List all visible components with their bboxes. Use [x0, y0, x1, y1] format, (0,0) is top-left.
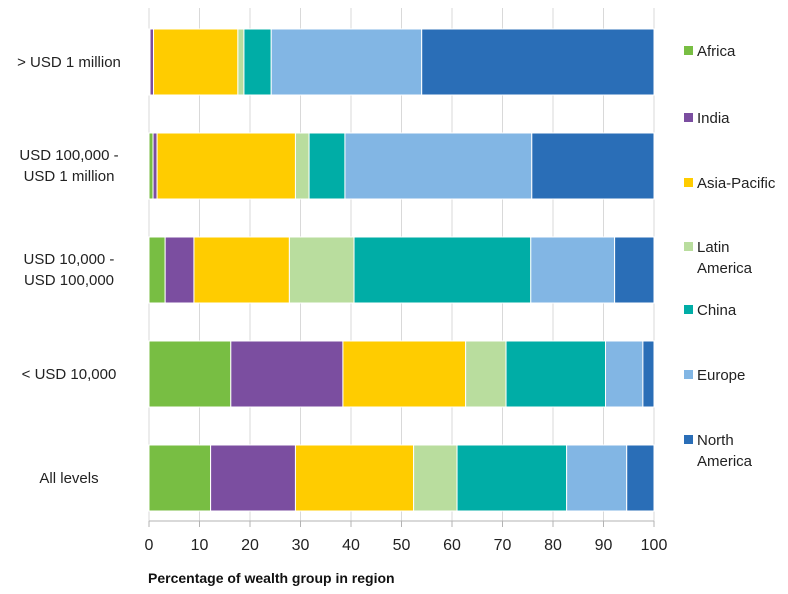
- bar-segment-latin-america: [288, 236, 355, 304]
- bar-segment-asia-pacific: [342, 340, 467, 408]
- bar-segment-china: [353, 236, 532, 304]
- bar-segment-europe: [270, 28, 423, 96]
- legend-swatch: [684, 46, 693, 55]
- category-label: USD 100,000 - USD 1 million: [0, 145, 138, 187]
- bar-segment-india: [149, 28, 155, 96]
- category-label-line: All levels: [39, 469, 99, 487]
- bar-segment-asia-pacific: [193, 236, 290, 304]
- x-tick-label: 30: [292, 537, 310, 554]
- x-tick-label: 0: [145, 537, 154, 554]
- legend-label-line: America: [697, 260, 753, 277]
- legend-swatch: [684, 113, 693, 122]
- category-label: > USD 1 million: [0, 52, 138, 73]
- legend-label: Europe: [697, 365, 783, 386]
- legend-label-line: India: [697, 110, 730, 127]
- bar-segment-latin-america: [294, 132, 310, 200]
- x-tick-label: 50: [393, 537, 411, 554]
- legend-label-line: Latin: [697, 239, 730, 256]
- category-label: < USD 10,000: [0, 364, 138, 385]
- bar-segment-india: [152, 132, 158, 200]
- legend-label-line: China: [697, 302, 737, 319]
- bar-segment-africa: [148, 132, 154, 200]
- bar-segment-latin-america: [237, 28, 245, 96]
- bar-segment-china: [456, 444, 568, 512]
- category-label-line: USD 100,000 -: [19, 147, 119, 164]
- bars: [148, 28, 655, 512]
- legend-label: North America: [697, 430, 783, 472]
- x-tick-label: 70: [494, 537, 512, 554]
- x-tick-label: 40: [342, 537, 360, 554]
- bar-segment-north-america: [614, 236, 655, 304]
- bar-segment-china: [308, 132, 346, 200]
- legend-swatch: [684, 305, 693, 314]
- legend-label-line: Africa: [697, 43, 736, 60]
- legend-label: Latin America: [697, 237, 783, 279]
- category-label: All levels: [0, 468, 138, 489]
- bar-segment-asia-pacific: [153, 28, 239, 96]
- bar-segment-china: [505, 340, 607, 408]
- bar-segment-north-america: [642, 340, 655, 408]
- legend-label: Africa: [697, 41, 783, 62]
- legend-label-line: America: [697, 453, 753, 470]
- category-label-line: < USD 10,000: [21, 365, 117, 383]
- legend-label: India: [697, 108, 783, 129]
- x-tick-label: 100: [641, 537, 668, 554]
- bar-segment-africa: [148, 236, 166, 304]
- category-label-line: USD 1 million: [23, 168, 115, 185]
- bar-segment-asia-pacific: [156, 132, 296, 200]
- legend-label-line: Europe: [697, 367, 746, 384]
- category-label-line: USD 10,000 -: [23, 251, 115, 268]
- bar-segment-latin-america: [413, 444, 458, 512]
- x-tick-label: 20: [241, 537, 259, 554]
- bar-segment-europe: [344, 132, 533, 200]
- category-label: USD 10,000 - USD 100,000: [0, 249, 138, 291]
- legend-swatch: [684, 178, 693, 187]
- bar-segment-north-america: [626, 444, 655, 512]
- bar-segment-india: [210, 444, 296, 512]
- x-axis-title: Percentage of wealth group in region: [148, 570, 395, 586]
- legend-swatch: [684, 242, 693, 251]
- bar-segment-europe: [530, 236, 616, 304]
- x-tick-label: 90: [595, 537, 613, 554]
- bar-segment-africa: [148, 340, 232, 408]
- x-tick-label: 80: [544, 537, 562, 554]
- bar-segment-latin-america: [465, 340, 507, 408]
- x-tick-label: 60: [443, 537, 461, 554]
- legend-label-line: North: [697, 432, 734, 449]
- legend-label: China: [697, 300, 783, 321]
- x-axis: 0 10 20 30 40 50 60 70 80 90 100: [145, 520, 668, 554]
- category-label-line: > USD 1 million: [17, 53, 121, 71]
- bar-segment-north-america: [421, 28, 655, 96]
- bar-segment-africa: [148, 444, 212, 512]
- x-tick-label: 10: [191, 537, 209, 554]
- bar-segment-europe: [566, 444, 628, 512]
- legend-label-line: Asia-Pacific: [697, 175, 776, 192]
- legend-label: Asia-Pacific: [697, 173, 783, 194]
- bar-segment-north-america: [531, 132, 655, 200]
- legend-swatch: [684, 370, 693, 379]
- category-label-line: USD 100,000: [23, 272, 115, 289]
- legend-swatch: [684, 435, 693, 444]
- bar-segment-india: [164, 236, 195, 304]
- bar-segment-china: [243, 28, 272, 96]
- bar-segment-europe: [605, 340, 644, 408]
- bar-segment-asia-pacific: [294, 444, 415, 512]
- bar-segment-india: [230, 340, 344, 408]
